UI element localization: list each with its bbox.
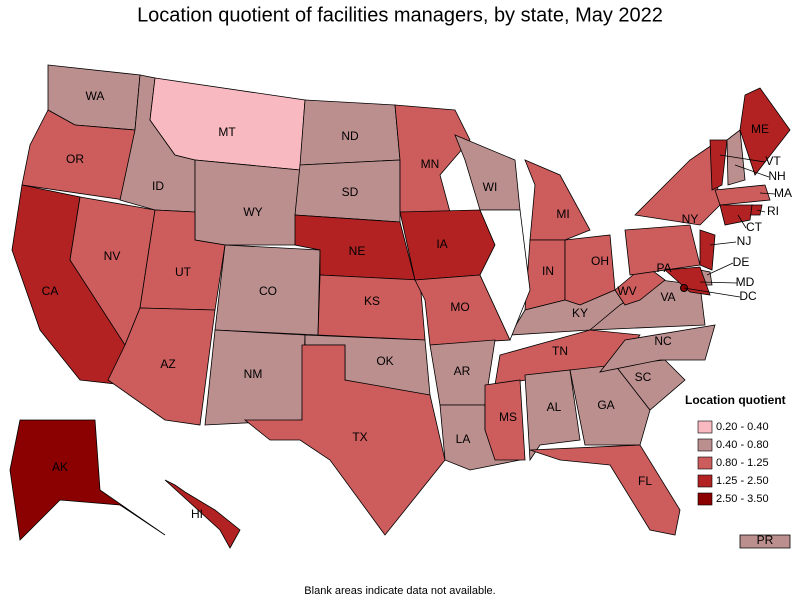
legend-label: 2.50 - 3.50 bbox=[716, 493, 769, 505]
leader-line bbox=[756, 209, 766, 213]
leader-line bbox=[719, 154, 766, 163]
state-shape bbox=[739, 87, 791, 176]
state-shape bbox=[9, 419, 166, 541]
state-label: NJ bbox=[737, 234, 752, 248]
state-shape bbox=[699, 229, 716, 271]
state-label: VT bbox=[765, 154, 781, 168]
state-label: ND bbox=[341, 129, 359, 143]
state-no-data bbox=[479, 209, 531, 342]
leader-line bbox=[699, 281, 738, 284]
state-label: LA bbox=[456, 432, 471, 446]
legend-label: 0.40 - 0.80 bbox=[716, 439, 769, 451]
state-label: AL bbox=[547, 400, 562, 414]
legend-label: 1.25 - 2.50 bbox=[716, 475, 769, 487]
state-label: CO bbox=[259, 284, 277, 298]
legend-title: Location quotient bbox=[685, 393, 786, 407]
state-shape bbox=[243, 344, 446, 536]
state-label: DE bbox=[733, 255, 750, 269]
state-label: AZ bbox=[160, 357, 175, 371]
state-shape bbox=[454, 134, 521, 211]
state-shape bbox=[709, 139, 728, 191]
state-label: NE bbox=[349, 244, 366, 258]
state-label: SC bbox=[635, 370, 652, 384]
state-label: MT bbox=[218, 125, 236, 139]
state-shape bbox=[524, 159, 591, 241]
legend-swatch bbox=[697, 456, 713, 470]
state-label: PR bbox=[757, 533, 774, 547]
state-label: FL bbox=[638, 474, 652, 488]
state-label: ID bbox=[152, 179, 164, 193]
state-label: WA bbox=[86, 89, 105, 103]
state-label: TN bbox=[552, 344, 568, 358]
state-shape bbox=[394, 104, 471, 213]
state-label: NC bbox=[654, 334, 672, 348]
footnote: Blank areas indicate data not available. bbox=[304, 585, 495, 597]
leader-line bbox=[734, 164, 770, 178]
state-shape bbox=[107, 307, 216, 426]
state-shape bbox=[529, 444, 681, 536]
legend-label: 0.20 - 0.40 bbox=[716, 421, 769, 433]
leader-line bbox=[683, 287, 741, 298]
state-shape bbox=[599, 324, 716, 373]
state-label: HI bbox=[191, 507, 203, 521]
legend-swatch bbox=[697, 438, 713, 452]
leader-line bbox=[709, 241, 737, 246]
state-label: AR bbox=[454, 364, 471, 378]
state-label: CA bbox=[42, 284, 59, 298]
state-label: GA bbox=[597, 398, 614, 412]
state-shape bbox=[714, 184, 771, 206]
state-label: WI bbox=[483, 180, 498, 194]
state-label: ME bbox=[751, 122, 769, 136]
state-label: MS bbox=[499, 410, 517, 424]
state-label: OR bbox=[66, 152, 84, 166]
state-label: AK bbox=[52, 460, 68, 474]
legend-swatch bbox=[697, 492, 713, 506]
state-label: WV bbox=[617, 284, 636, 298]
state-label: WY bbox=[243, 205, 262, 219]
legend-label: 0.80 - 1.25 bbox=[716, 457, 769, 469]
state-label: KY bbox=[572, 306, 588, 320]
state-label: MO bbox=[450, 300, 469, 314]
state-shape bbox=[719, 204, 753, 226]
state-label: MI bbox=[556, 207, 569, 221]
state-shape bbox=[524, 369, 581, 462]
state-label: TX bbox=[352, 430, 367, 444]
legend-swatch bbox=[697, 420, 713, 434]
state-shape bbox=[484, 379, 526, 461]
state-label: MD bbox=[736, 275, 755, 289]
state-label: OK bbox=[376, 354, 393, 368]
state-label: DC bbox=[739, 289, 757, 303]
state-label: VA bbox=[660, 290, 675, 304]
state-label: MN bbox=[421, 157, 440, 171]
state-label: IA bbox=[436, 237, 447, 251]
state-label: MA bbox=[774, 186, 792, 200]
state-label: NY bbox=[682, 212, 699, 226]
legend-swatch bbox=[697, 474, 713, 488]
state-label: KS bbox=[364, 294, 380, 308]
state-shape bbox=[634, 144, 721, 226]
state-label: RI bbox=[767, 204, 779, 218]
state-label: NM bbox=[244, 367, 263, 381]
state-label: PA bbox=[656, 261, 671, 275]
state-shape bbox=[164, 479, 241, 549]
leader-line bbox=[737, 214, 747, 229]
state-shape bbox=[194, 159, 301, 246]
states bbox=[9, 64, 791, 549]
state-label: SD bbox=[342, 185, 359, 199]
state-label: IN bbox=[542, 264, 554, 278]
state-label: OH bbox=[591, 254, 609, 268]
map-title: Location quotient of facilities managers… bbox=[137, 4, 663, 26]
state-label: NV bbox=[104, 249, 121, 263]
leader-line bbox=[706, 262, 734, 276]
state-label: NH bbox=[768, 169, 785, 183]
state-label: UT bbox=[175, 265, 192, 279]
state-label: CT bbox=[746, 220, 763, 234]
leader-line bbox=[759, 192, 776, 195]
state-shape bbox=[664, 266, 711, 296]
state-shape bbox=[739, 534, 791, 549]
